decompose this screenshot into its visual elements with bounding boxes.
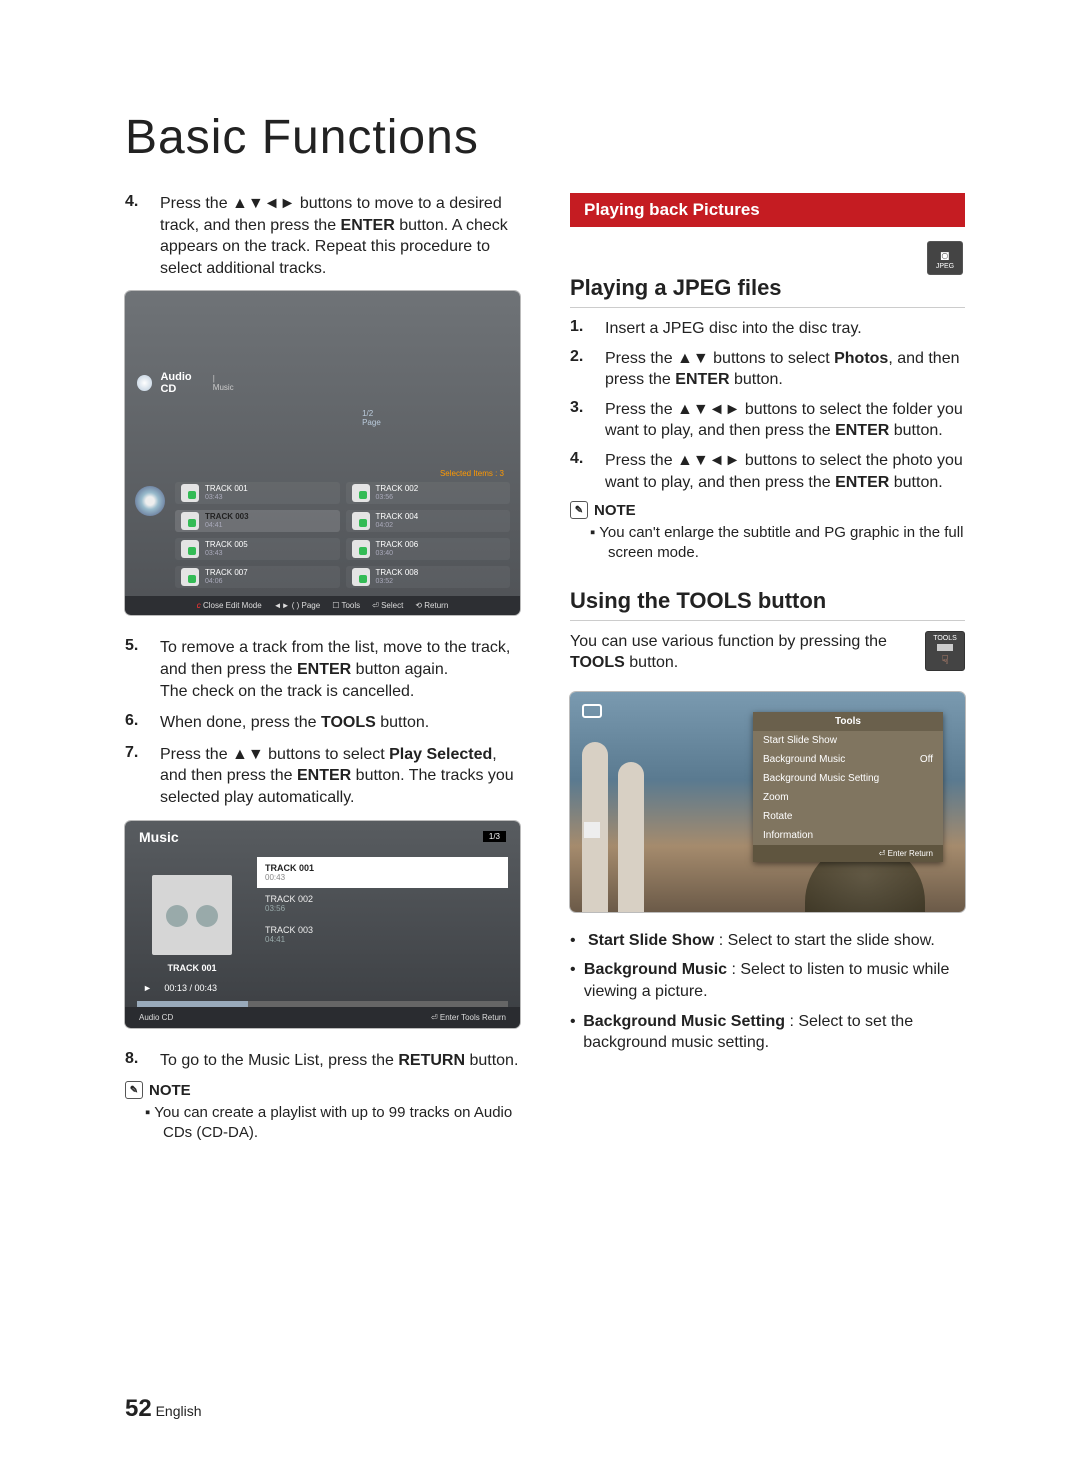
- heading-tools: Using the TOOLS button: [570, 588, 965, 621]
- music-note-icon: [352, 540, 370, 558]
- tools-menu-item: Zoom: [753, 788, 943, 807]
- audiocd-screenshot: Audio CD | Music 1/2 Page Selected Items…: [125, 291, 520, 615]
- playlist-row: TRACK 00304:41: [257, 919, 508, 950]
- disc-icon: [135, 486, 165, 516]
- note-icon: ✎: [570, 501, 588, 519]
- bullet-item: •Background Music Setting : Select to se…: [570, 1011, 965, 1054]
- photo-tools-screenshot: Tools Start Slide ShowBackground MusicOf…: [570, 692, 965, 912]
- note-body: You can't enlarge the subtitle and PG gr…: [570, 523, 965, 564]
- note-heading: ✎ NOTE: [570, 501, 965, 519]
- tools-menu-item: Start Slide Show: [753, 731, 943, 750]
- step-5: 5.To remove a track from the list, move …: [125, 637, 520, 702]
- music-note-icon: [181, 540, 199, 558]
- tools-body: You can use various function by pressing…: [570, 631, 965, 674]
- heading-jpeg: Playing a JPEG files: [570, 275, 965, 308]
- tools-menu-item: Background Music Setting: [753, 769, 943, 788]
- tools-menu: Tools Start Slide ShowBackground MusicOf…: [753, 712, 943, 862]
- jpeg-step-3: 3.Press the ▲▼◄► buttons to select the f…: [570, 399, 965, 442]
- track-item: TRACK 00404:02: [346, 510, 511, 532]
- music-note-icon: [181, 512, 199, 530]
- tools-menu-item: Rotate: [753, 807, 943, 826]
- track-item: TRACK 00704:06: [175, 566, 340, 588]
- tools-menu-item: Information: [753, 826, 943, 845]
- track-grid: TRACK 00103:43 TRACK 00203:56 TRACK 00304:…: [175, 482, 510, 588]
- progress-bar: [137, 1001, 508, 1007]
- music-screenshot: Music 1/3 TRACK 001 ► 00:13 / 00:43 TRAC…: [125, 821, 520, 1028]
- track-item: TRACK 00103:43: [175, 482, 340, 504]
- track-item: TRACK 00803:52: [346, 566, 511, 588]
- music-note-icon: [352, 484, 370, 502]
- cd-icon: [137, 375, 152, 391]
- bullet-item: •Start Slide Show : Select to start the …: [570, 930, 965, 952]
- step-7: 7.Press the ▲▼ buttons to select Play Se…: [125, 744, 520, 809]
- music-note-icon: [352, 568, 370, 586]
- jpeg-badge-icon: ◙JPEG: [927, 241, 963, 275]
- tools-button-icon: TOOLS☟: [925, 631, 965, 671]
- playlist-row: TRACK 00203:56: [257, 888, 508, 919]
- step-6: 6.When done, press the TOOLS button.: [125, 712, 520, 734]
- jpeg-step-4: 4.Press the ▲▼◄► buttons to select the p…: [570, 450, 965, 493]
- note-body: You can create a playlist with up to 99 …: [125, 1103, 520, 1144]
- frame-icon: [584, 822, 600, 838]
- step-8: 8.To go to the Music List, press the RET…: [125, 1050, 520, 1072]
- note-icon: ✎: [125, 1081, 143, 1099]
- tv-icon: [582, 704, 602, 718]
- note-heading: ✎ NOTE: [125, 1081, 520, 1099]
- playlist-row: TRACK 00100:43: [257, 857, 508, 888]
- music-note-icon: [181, 568, 199, 586]
- page-title: Basic Functions: [125, 110, 965, 165]
- album-art-icon: [152, 875, 232, 955]
- track-item: TRACK 00304:41: [175, 510, 340, 532]
- jpeg-step-2: 2.Press the ▲▼ buttons to select Photos,…: [570, 348, 965, 391]
- page-number: 52 English: [125, 1395, 202, 1423]
- bullet-item: •Background Music : Select to listen to …: [570, 959, 965, 1002]
- step-4: 4.Press the ▲▼◄► buttons to move to a de…: [125, 193, 520, 279]
- track-item: TRACK 00203:56: [346, 482, 511, 504]
- track-item: TRACK 00603:40: [346, 538, 511, 560]
- jpeg-step-1: 1.Insert a JPEG disc into the disc tray.: [570, 318, 965, 340]
- track-item: TRACK 00503:43: [175, 538, 340, 560]
- section-header: Playing back Pictures: [570, 193, 965, 227]
- selected-count: Selected Items : 3: [125, 469, 520, 482]
- tools-menu-item: Background MusicOff: [753, 750, 943, 769]
- music-note-icon: [181, 484, 199, 502]
- music-note-icon: [352, 512, 370, 530]
